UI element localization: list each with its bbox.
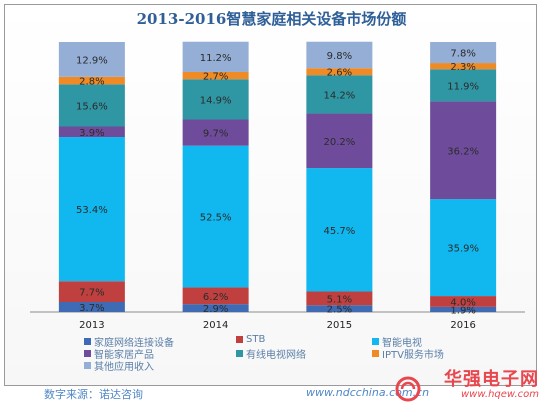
data-label: 3.7% — [79, 303, 104, 314]
data-label: 15.6% — [76, 101, 108, 112]
bar-segment — [306, 113, 373, 169]
data-label: 11.9% — [447, 81, 479, 92]
bar-segment — [182, 119, 249, 146]
legend-item: STB — [236, 334, 265, 345]
data-label: 3.9% — [79, 128, 104, 139]
brand-logo-icon — [395, 376, 421, 402]
legend-swatch — [236, 350, 243, 357]
bar-segment — [306, 68, 373, 76]
legend-label: 智能家居产品 — [94, 350, 154, 361]
data-label: 14.2% — [323, 90, 355, 101]
legend-item: 家庭网络连接设备 — [84, 334, 174, 349]
data-label: 2.8% — [79, 77, 104, 88]
data-source-note: 数字来源：诺达咨询 — [44, 388, 143, 401]
data-label: 53.4% — [76, 205, 108, 216]
legend-label: 家庭网络连接设备 — [94, 338, 174, 349]
data-label: 36.2% — [447, 146, 479, 157]
legend-swatch — [372, 350, 379, 357]
bar-segment — [58, 281, 125, 303]
bar-segment — [58, 126, 125, 138]
bar-segment — [430, 306, 497, 312]
legend-swatch — [372, 338, 379, 345]
legend-label: 其他应用收入 — [94, 362, 154, 373]
x-tick-label: 2013 — [79, 320, 104, 331]
data-label: 5.1% — [327, 294, 352, 305]
bar-segment — [182, 41, 249, 72]
data-label: 1.9% — [450, 305, 475, 316]
bar-segment — [182, 79, 249, 120]
data-label: 7.7% — [79, 288, 104, 299]
legend-item: 智能电视 — [372, 334, 422, 349]
bar-segment — [182, 71, 249, 80]
x-tick-label: 2014 — [203, 320, 228, 331]
data-label: 6.2% — [203, 292, 228, 303]
bar-segment — [430, 63, 497, 70]
legend-label: IPTV服务市场 — [382, 350, 444, 361]
data-label: 9.8% — [327, 51, 352, 62]
data-label: 2.5% — [327, 305, 352, 316]
legend-item: IPTV服务市场 — [372, 346, 444, 361]
data-label: 2.3% — [450, 62, 475, 73]
chart-title: 2013-2016智慧家庭相关设备市场份额 — [136, 10, 407, 28]
brand-watermark: 华强电子网 www.hqew.com — [444, 365, 539, 400]
legend-item: 有线电视网络 — [236, 346, 306, 361]
data-label: 45.7% — [323, 226, 355, 237]
bar-segment — [306, 291, 373, 306]
brand-name: 华强电子网 — [444, 369, 539, 390]
data-label: 2.9% — [203, 304, 228, 315]
bar-segment — [306, 305, 373, 312]
data-label: 35.9% — [447, 244, 479, 255]
data-label: 2.7% — [203, 72, 228, 83]
bar-segment — [430, 101, 497, 200]
data-label: 12.9% — [76, 55, 108, 66]
bar-segment — [430, 42, 497, 64]
legend-swatch — [84, 338, 91, 345]
brand-url: www.hqew.com — [461, 389, 539, 400]
bar-segment — [58, 302, 125, 312]
data-label: 4.0% — [450, 297, 475, 308]
bar-segment — [430, 296, 497, 307]
data-label: 2.6% — [327, 68, 352, 79]
bar-segment — [58, 84, 125, 127]
legend-label: 智能电视 — [382, 338, 422, 349]
data-label: 11.2% — [200, 53, 232, 64]
legend-item: 其他应用收入 — [84, 358, 154, 373]
data-label: 14.9% — [200, 95, 232, 106]
data-label: 52.5% — [200, 213, 232, 224]
bar-segment — [430, 69, 497, 102]
legend-item: 智能家居产品 — [84, 346, 154, 361]
bar-segment — [306, 41, 373, 69]
bar-segment — [182, 145, 249, 288]
legend-label: STB — [246, 334, 266, 345]
legend-swatch — [84, 350, 91, 357]
bar-segment — [182, 304, 249, 312]
bar-segment — [182, 287, 249, 305]
bar-segment — [58, 42, 125, 77]
bar-segment — [306, 168, 373, 292]
x-tick-label: 2016 — [450, 320, 475, 331]
data-label: 7.8% — [450, 49, 475, 60]
legend-swatch — [236, 336, 243, 343]
bar-segment — [430, 199, 497, 297]
legend-swatch — [84, 362, 91, 369]
bar-segment — [58, 137, 125, 282]
x-tick-label: 2015 — [327, 320, 352, 331]
legend-label: 有线电视网络 — [246, 350, 306, 361]
bar-segment — [306, 75, 373, 114]
data-label: 20.2% — [323, 137, 355, 148]
bar-segment — [58, 76, 125, 85]
data-label: 9.7% — [203, 129, 228, 140]
